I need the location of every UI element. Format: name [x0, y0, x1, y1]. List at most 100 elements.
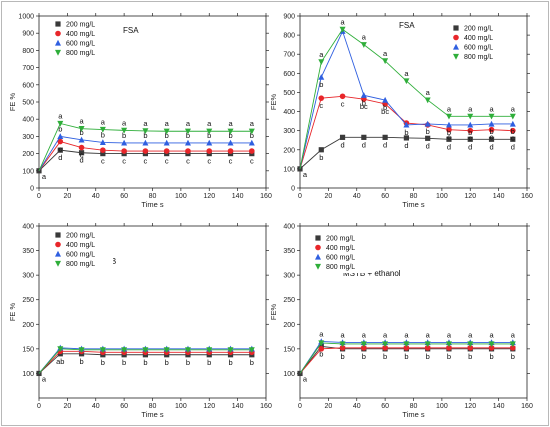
- significance-letter: b: [468, 128, 472, 137]
- significance-letter: c: [511, 134, 515, 143]
- significance-letter: a: [340, 17, 345, 26]
- x-tick-label: 100: [175, 403, 187, 410]
- significance-letter: a: [101, 118, 106, 127]
- significance-letter: d: [489, 142, 493, 151]
- data-point: [121, 127, 128, 134]
- y-tick-label: 200: [22, 151, 34, 158]
- x-tick-label: 0: [298, 403, 302, 410]
- data-point: [467, 127, 474, 134]
- data-point: [318, 95, 325, 101]
- significance-letter: b: [207, 131, 211, 140]
- significance-letter: c: [490, 133, 494, 142]
- data-point: [488, 345, 495, 351]
- x-tick-label: 120: [464, 193, 476, 200]
- data-point: [339, 26, 346, 33]
- data-point: [163, 139, 170, 146]
- y-tick-label: 0: [291, 186, 295, 193]
- data-point: [206, 347, 213, 354]
- significance-letter: b: [362, 98, 366, 107]
- data-point: [445, 121, 452, 128]
- significance-letter: a: [447, 330, 452, 339]
- significance-letter: b: [511, 127, 515, 136]
- data-point: [121, 139, 128, 146]
- data-point: [78, 144, 85, 151]
- data-point: [248, 347, 255, 354]
- series-400-mg-l: c c bc bc c c c c: [299, 93, 516, 170]
- data-point: [488, 120, 495, 127]
- y-tick-label: 800: [283, 33, 295, 40]
- legend: 200 mg/L 400 mg/L 600 mg/L 800 mg/L: [51, 17, 113, 59]
- significance-letter: b: [207, 358, 211, 367]
- y-tick-label: 800: [22, 48, 34, 55]
- legend-label: 800 mg/L: [326, 264, 355, 271]
- significance-letter: d: [426, 141, 430, 150]
- data-point: [227, 148, 234, 154]
- data-point: [206, 139, 213, 146]
- significance-letter: c: [468, 134, 472, 143]
- significance-letter: a: [383, 330, 388, 339]
- data-point: [318, 147, 324, 153]
- data-point: [509, 113, 516, 120]
- legend-marker: [453, 25, 459, 31]
- legend-marker: [55, 232, 61, 238]
- x-tick-label: 140: [493, 403, 505, 410]
- data-point: [99, 126, 106, 133]
- legend-marker: [55, 241, 61, 248]
- significance-letter: b: [101, 130, 105, 139]
- significance-letter: c: [250, 157, 254, 166]
- legend-box: [51, 17, 113, 59]
- data-point: [488, 126, 495, 133]
- x-tick-label: 140: [232, 193, 244, 200]
- legend: 200 mg/L 400 mg/L 600 mg/L 800 mg/L: [311, 231, 373, 273]
- y-tick-label: 900: [283, 14, 295, 21]
- significance-letter: b: [319, 80, 323, 89]
- significance-letter: a: [143, 119, 148, 128]
- legend-label: 400 mg/L: [326, 245, 355, 252]
- significance-letter: c: [186, 157, 190, 166]
- legend-label: 400 mg/L: [464, 35, 493, 42]
- significance-letter: a: [79, 117, 84, 126]
- significance-letter: a: [42, 374, 47, 383]
- chart-panel-4: 0 20 40 60 80 100 120 140 160 100 150 200 250 300 350 4…: [269, 223, 533, 419]
- y-tick-label: 400: [283, 224, 295, 231]
- data-point: [446, 136, 452, 142]
- data-point: [467, 341, 474, 348]
- x-tick-label: 100: [175, 193, 187, 200]
- data-point: [185, 148, 191, 154]
- y-tick-label: 100: [22, 168, 34, 175]
- x-tick-label: 160: [260, 403, 272, 410]
- significance-letter: a: [58, 112, 63, 121]
- legend-marker: [453, 34, 459, 41]
- x-tick-label: 20: [324, 403, 332, 410]
- legend-marker: [55, 49, 61, 56]
- data-point: [78, 136, 85, 143]
- significance-letter: b: [143, 358, 147, 367]
- data-point: [78, 347, 85, 354]
- data-point: [424, 341, 431, 348]
- series-800-mg-l: [38, 346, 255, 374]
- significance-letter: a: [489, 330, 494, 339]
- x-tick-label: 140: [232, 403, 244, 410]
- y-tick-label: 500: [22, 100, 34, 107]
- legend-marker: [315, 244, 321, 251]
- y-tick-label: 100: [22, 371, 34, 378]
- data-point: [403, 121, 410, 128]
- y-axis-label: FE %: [8, 303, 17, 322]
- significance-letter: a: [165, 119, 170, 128]
- data-point: [57, 346, 64, 353]
- data-point: [142, 139, 149, 146]
- x-tick-label: 100: [436, 193, 448, 200]
- significance-letter: a: [42, 172, 47, 181]
- significance-letter: a: [489, 104, 494, 113]
- data-point: [318, 340, 325, 347]
- x-tick-label: 80: [410, 193, 418, 200]
- data-point: [382, 134, 388, 140]
- y-tick-label: 300: [283, 128, 295, 135]
- x-tick-label: 60: [381, 193, 389, 200]
- significance-letter: d: [404, 141, 408, 150]
- y-tick-label: 600: [283, 71, 295, 78]
- data-point: [339, 345, 346, 351]
- y-tick-label: 150: [22, 346, 34, 353]
- significance-letter: a: [468, 104, 473, 113]
